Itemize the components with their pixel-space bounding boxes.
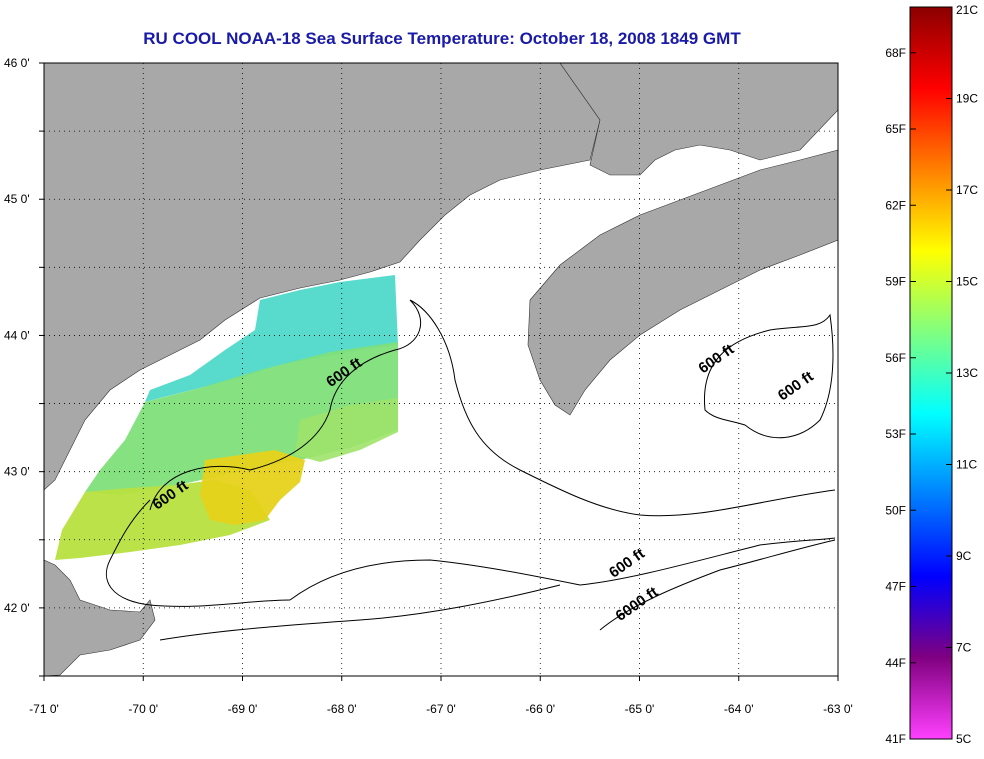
colorbar-celsius-label: 17C: [956, 183, 978, 197]
colorbar-fahrenheit-label: 41F: [885, 732, 906, 746]
colorbar-celsius-label: 19C: [956, 92, 978, 106]
colorbar-fahrenheit-label: 59F: [885, 275, 906, 289]
lon-tick-label: -69 0': [228, 702, 258, 716]
colorbar-fahrenheit-label: 56F: [885, 351, 906, 365]
sst-patch-central: [85, 342, 398, 495]
colorbar-fahrenheit-label: 47F: [885, 580, 906, 594]
colorbar-celsius-label: 9C: [956, 549, 972, 563]
contour-6000ft: [599, 539, 836, 631]
colorbar-celsius-label: 21C: [956, 3, 978, 17]
chart-title: RU COOL NOAA-18 Sea Surface Temperature:…: [143, 29, 741, 48]
land-maine-nh: [43, 62, 601, 491]
lon-tick-label: -70 0': [128, 702, 158, 716]
colorbar-celsius-label: 7C: [956, 641, 972, 655]
colorbar-fahrenheit-label: 44F: [885, 656, 906, 670]
land-cape-cod: [43, 559, 156, 677]
map-border: [43, 62, 839, 677]
colorbar-fahrenheit-label: 50F: [885, 503, 906, 517]
colorbar-fahrenheit-label: 62F: [885, 198, 906, 212]
colorbar-fahrenheit-label: 65F: [885, 122, 906, 136]
land-nova-scotia: [527, 149, 839, 416]
colorbar-celsius-label: 11C: [956, 458, 977, 472]
lat-tick-label: 43 0': [4, 465, 30, 479]
sst-data-layer: [55, 275, 398, 560]
axis-tick-labels: -71 0' -70 0' -69 0' -68 0' -67 0' -66 0' -65 …: [4, 56, 853, 716]
contour-600ft-georges: [289, 537, 836, 601]
colorbar-celsius-label: 15C: [956, 275, 978, 289]
contour-600ft-gulf: [149, 299, 836, 517]
lon-tick-label: -63 0': [823, 702, 853, 716]
lat-tick-label: 45 0': [4, 192, 30, 206]
lon-tick-label: -67 0': [426, 702, 456, 716]
lon-tick-label: -65 0': [625, 702, 655, 716]
land-new-brunswick: [559, 62, 839, 176]
lon-tick-label: -71 0': [29, 702, 59, 716]
colorbar-labels: 21C 19C 17C 15C 13C 11C 9C 7C 5C 68F 65F 62F 59F 56F 5…: [885, 3, 978, 746]
contour-layer: [105, 299, 836, 641]
lon-tick-label: -64 0': [724, 702, 754, 716]
graticule: [44, 63, 838, 676]
lon-tick-label: -66 0': [525, 702, 555, 716]
contour-600ft-west: [105, 499, 291, 607]
contour-offshore: [159, 584, 561, 641]
contour-600ft-east: [703, 313, 834, 439]
colorbar-fahrenheit-label: 53F: [885, 427, 906, 441]
lat-tick-label: 46 0': [4, 56, 30, 70]
lat-tick-label: 42 0': [4, 601, 30, 615]
sst-patch-warm-core: [200, 450, 305, 525]
colorbar-celsius-label: 5C: [956, 732, 972, 746]
sst-patch-eastern-green: [295, 398, 398, 462]
colorbar-celsius-label: 13C: [956, 366, 978, 380]
colorbar-fahrenheit-label: 68F: [885, 46, 906, 60]
land-layer: [43, 62, 839, 677]
lat-tick-label: 44 0': [4, 328, 30, 342]
sst-patch-north: [145, 275, 398, 402]
lon-tick-label: -68 0': [327, 702, 357, 716]
colorbar: [909, 6, 953, 740]
